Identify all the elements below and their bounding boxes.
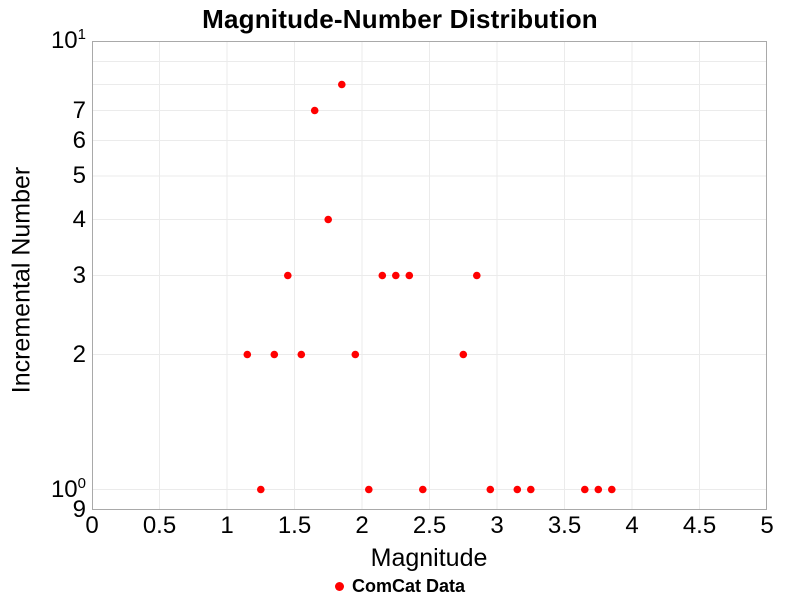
y-tick-label: 2 [72, 340, 86, 368]
y-tick-label: 5 [72, 162, 86, 189]
x-tick-label: 2.5 [412, 512, 447, 539]
chart-title: Magnitude-Number Distribution [202, 4, 598, 34]
y-tick-label: 101 [50, 26, 86, 54]
x-tick-label: 3.5 [547, 512, 582, 539]
data-point [284, 271, 292, 280]
x-tick-label: 1 [220, 512, 234, 539]
plot-area [92, 41, 767, 510]
x-tick-label: 4 [625, 512, 639, 539]
y-tick-label: 3 [72, 261, 86, 289]
data-point [270, 350, 279, 359]
data-point [378, 271, 387, 280]
data-point [365, 485, 373, 494]
legend: ComCat Data [0, 577, 800, 595]
data-point [338, 80, 346, 89]
data-point [459, 350, 468, 359]
x-axis-title: Magnitude [370, 544, 488, 572]
y-tick-label: 7 [72, 96, 86, 124]
data-point [486, 485, 495, 494]
data-point [581, 485, 589, 494]
y-tick-label: 9 [72, 496, 86, 523]
data-point [513, 485, 522, 494]
x-tick-label: 5 [760, 512, 774, 539]
plot-border [92, 41, 767, 510]
y-tick-label: 4 [72, 205, 86, 233]
x-tick-label: 2 [355, 512, 369, 539]
x-tick-label: 4.5 [682, 512, 717, 539]
data-point [405, 271, 414, 280]
data-point [243, 350, 252, 359]
data-point [392, 271, 400, 280]
data-point [419, 485, 427, 494]
data-point [608, 485, 616, 494]
data-point [297, 350, 306, 359]
x-tick-label: 0 [85, 512, 99, 539]
data-point [351, 350, 360, 359]
x-tick-label: 1.5 [277, 512, 312, 539]
data-point [473, 271, 481, 280]
data-point [257, 485, 265, 494]
data-point [324, 215, 332, 224]
y-tick-label: 100 [50, 474, 86, 503]
data-point [310, 106, 319, 115]
y-tick-label: 6 [72, 126, 86, 154]
legend-marker-icon [334, 581, 344, 591]
data-point [594, 485, 603, 494]
legend-label: ComCat Data [351, 576, 466, 596]
data-point [527, 485, 535, 494]
x-tick-label: 0.5 [142, 512, 177, 539]
x-tick-label: 3 [490, 512, 504, 539]
